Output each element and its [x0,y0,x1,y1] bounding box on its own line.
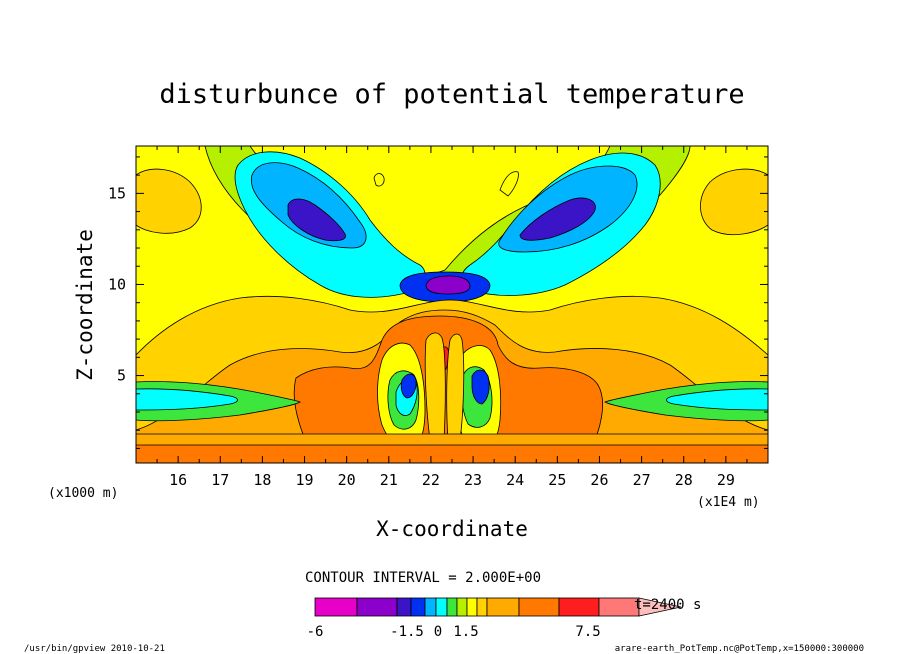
colorbar-swatch [486,597,520,617]
x-axis-units-right: (x1E4 m) [697,495,760,510]
x-tick-label: 16 [169,471,187,489]
region-right-cyan [666,388,768,411]
colorbar-swatch [446,597,458,617]
x-axis-title: X-coordinate [376,517,528,541]
colorbar-swatch [456,597,468,617]
colorbar-swatch [314,597,358,617]
region-column-center-light2 [446,333,465,450]
y-tick-label: 15 [108,184,126,202]
colorbar-label: 1.5 [453,624,478,640]
region-purple-center [425,275,471,295]
colorbar-label: 0 [434,624,442,640]
region-column-right-blue [471,369,490,405]
contour-interval-label: CONTOUR INTERVAL = 2.000E+00 [305,570,541,586]
contour-field [136,146,768,463]
region-bottom-strip-dark [136,444,768,463]
colorbar-swatch [435,597,448,617]
x-tick-label: 24 [506,471,524,489]
colorbar-label: 7.5 [575,624,600,640]
time-label: t=2400 s [634,597,701,613]
colorbar-swatch [558,597,600,617]
x-tick-label: 17 [211,471,229,489]
x-tick-label: 22 [422,471,440,489]
colorbar-swatch [518,597,560,617]
region-left-cyan [136,388,238,411]
colorbar-swatch [424,597,437,617]
colorbar [314,597,682,617]
x-tick-label: 19 [296,471,314,489]
x-tick-label: 29 [717,471,735,489]
x-tick-label: 20 [338,471,356,489]
region-darkblue-right [519,197,596,241]
x-tick-label: 25 [548,471,566,489]
footer-left: /usr/bin/gpview 2010-10-21 [24,644,165,654]
x-tick-label: 27 [633,471,651,489]
x-axis: 16 17 18 19 20 21 22 23 24 25 26 27 28 29 [156,146,748,489]
colorbar-swatch [396,597,412,617]
region-lightorange-ul [136,168,202,234]
colorbar-extend-arrow [638,597,682,617]
x-tick-label: 21 [380,471,398,489]
colorbar-swatch [476,597,488,617]
region-column-left-blue [400,373,417,399]
colorbar-swatch [598,597,640,617]
colorbar-labels: -6 -1.5 0 1.5 7.5 [307,624,601,640]
region-lightorange-ur [700,168,768,236]
y-axis: 5 10 15 [108,156,768,449]
x-tick-label: 23 [464,471,482,489]
x-tick-label: 28 [675,471,693,489]
x-tick-label: 18 [253,471,271,489]
colorbar-swatch [410,597,426,617]
colorbar-label: -6 [307,624,324,640]
y-tick-label: 5 [117,367,126,385]
colorbar-swatch [356,597,398,617]
chart-title: disturbunce of potential temperature [159,79,744,110]
x-axis-units-left: (x1000 m) [48,486,118,501]
region-small-spot [373,173,385,187]
y-tick-label: 10 [108,275,126,293]
x-tick-label: 26 [590,471,608,489]
footer-right: arare-earth_PotTemp.nc@PotTemp,x=150000:… [615,644,864,654]
colorbar-label: -1.5 [390,624,424,640]
region-small-spot-right [499,171,519,197]
y-axis-title: Z-coordinate [73,229,97,381]
region-darkblue-left [287,198,346,242]
colorbar-swatch [466,597,478,617]
